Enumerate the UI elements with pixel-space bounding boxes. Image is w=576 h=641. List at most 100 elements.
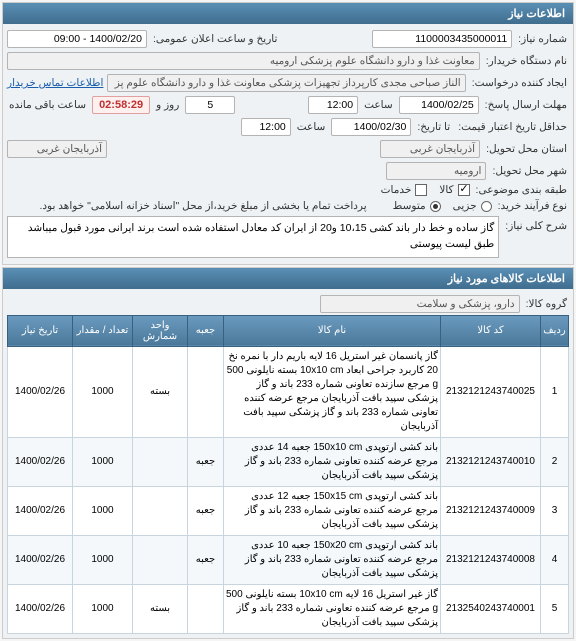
col-idx: ردیف (541, 315, 569, 346)
medium-radio[interactable] (430, 201, 441, 212)
cell-date: 1400/02/26 (8, 437, 73, 486)
cell-qty: 1000 (73, 584, 133, 633)
cell-name: گاز پانسمان غیر استریل 16 لایه باریم دار… (224, 346, 441, 437)
kala-checkbox[interactable] (458, 184, 470, 196)
delivery-state-value: آذربایجان غربی (380, 140, 480, 158)
cell-box (188, 346, 224, 437)
cell-idx: 4 (541, 535, 569, 584)
table-row[interactable]: 42132121243740008باند کشی ارتوپدی 150x20… (8, 535, 569, 584)
delivery-city2-value: آذربایجان غربی (7, 140, 107, 158)
until-date-label: تا تاریخ: (415, 121, 452, 133)
cell-unit (133, 535, 188, 584)
need-info-body: شماره نیاز: 1100003435000011 تاریخ و ساع… (3, 24, 573, 264)
cell-box: جعبه (188, 535, 224, 584)
hour-label-1: ساعت (362, 99, 395, 111)
cell-unit: بسته (133, 346, 188, 437)
col-box: جعبه (188, 315, 224, 346)
buyer-contact-link[interactable]: اطلاعات تماس خریدار (7, 77, 103, 89)
announce-dt-value: 1400/02/20 - 09:00 (7, 30, 147, 48)
delivery-city-value: ارومیه (386, 162, 486, 180)
col-name: نام کالا (224, 315, 441, 346)
small-radio[interactable] (481, 201, 492, 212)
cell-name: باند کشی ارتوپدی 150x15 cm جعبه 12 عددی … (224, 486, 441, 535)
cell-idx: 1 (541, 346, 569, 437)
goods-info-header: اطلاعات کالاهای مورد نیاز (3, 268, 573, 289)
cell-name: باند کشی ارتوپدی 150x10 cm جعبه 14 عددی … (224, 437, 441, 486)
goods-info-panel: اطلاعات کالاهای مورد نیاز گروه کالا: دار… (2, 267, 574, 639)
col-date: تاریخ نیاز (8, 315, 73, 346)
table-row[interactable]: 22132121243740010باند کشی ارتوپدی 150x10… (8, 437, 569, 486)
need-info-panel: اطلاعات نیاز شماره نیاز: 110000343500001… (2, 2, 574, 265)
creator-value: الناز صباحی مجدی کارپرداز تجهیزات پزشکی … (107, 74, 465, 92)
cell-date: 1400/02/26 (8, 535, 73, 584)
col-qty: تعداد / مقدار (73, 315, 133, 346)
cell-qty: 1000 (73, 535, 133, 584)
price-validity-label: حداقل تاریخ اعتبار قیمت: (456, 121, 569, 133)
cell-date: 1400/02/26 (8, 584, 73, 633)
cell-code: 2132121243740010 (441, 437, 541, 486)
cell-qty: 1000 (73, 437, 133, 486)
announce-dt-label: تاریخ و ساعت اعلان عمومی: (151, 33, 279, 45)
cell-unit: بسته (133, 584, 188, 633)
packaging-label: طبقه بندی موضوعی: (474, 184, 569, 196)
cell-date: 1400/02/26 (8, 346, 73, 437)
goods-table: ردیف کد کالا نام کالا جعبه واحد شمارش تع… (7, 315, 569, 634)
small-radio-label: جزیی (451, 200, 479, 212)
cell-box: جعبه (188, 486, 224, 535)
cell-name: باند کشی ارتوپدی 150x20 cm جعبه 10 عددی … (224, 535, 441, 584)
kala-check-label: کالا (437, 184, 455, 196)
cell-unit (133, 486, 188, 535)
need-desc-label: شرح کلی نیاز: (503, 216, 569, 232)
cell-code: 2132121243740008 (441, 535, 541, 584)
cell-code: 2132121243740025 (441, 346, 541, 437)
goods-table-wrap: ردیف کد کالا نام کالا جعبه واحد شمارش تع… (7, 315, 569, 634)
cell-idx: 3 (541, 486, 569, 535)
khadamat-check-label: خدمات (379, 184, 414, 196)
countdown-value: 02:58:29 (92, 96, 150, 114)
days-suffix: روز و (154, 99, 181, 111)
need-desc-value: گاز ساده و خط دار باند کشی 10،15 و20 از … (7, 216, 499, 258)
delivery-state-label: استان محل تحویل: (484, 143, 569, 155)
response-deadline-label: مهلت ارسال پاسخ: (483, 99, 569, 111)
response-date-value: 1400/02/25 (399, 96, 479, 114)
need-info-header: اطلاعات نیاز (3, 3, 573, 24)
buy-process-label: نوع فرآیند خرید: (496, 200, 569, 212)
cell-box: جعبه (188, 437, 224, 486)
hour-label-2: ساعت (295, 121, 328, 133)
response-hour-value: 12:00 (308, 96, 358, 114)
cell-code: 2132121243740009 (441, 486, 541, 535)
table-row[interactable]: 32132121243740009باند کشی ارتوپدی 150x15… (8, 486, 569, 535)
creator-label: ایجاد کننده درخواست: (470, 77, 569, 89)
cell-unit (133, 437, 188, 486)
small-radio-group[interactable]: جزیی (451, 200, 492, 212)
time-suffix: ساعت باقی مانده (7, 99, 88, 111)
buyer-org-value: معاونت غذا و دارو دانشگاه علوم پزشکی ارو… (7, 52, 480, 70)
khadamat-check-group[interactable]: خدمات (379, 184, 428, 196)
delivery-city-label: شهر محل تحویل: (490, 165, 569, 177)
col-code: کد کالا (441, 315, 541, 346)
table-row[interactable]: 12132121243740025گاز پانسمان غیر استریل … (8, 346, 569, 437)
cell-idx: 5 (541, 584, 569, 633)
price-validity-date: 1400/02/30 (331, 118, 411, 136)
price-validity-hour: 12:00 (241, 118, 291, 136)
payment-note: پرداخت تمام یا بخشی از مبلغ خرید،از محل … (7, 200, 369, 212)
kala-check-group[interactable]: کالا (437, 184, 469, 196)
need-number-value: 1100003435000011 (372, 30, 512, 48)
goods-group-label: گروه کالا: (524, 298, 569, 310)
cell-name: گاز غیر استریل 16 لایه 10x10 cm بسته نای… (224, 584, 441, 633)
medium-radio-group[interactable]: متوسط (391, 200, 441, 212)
khadamat-checkbox[interactable] (415, 184, 427, 196)
goods-info-body: گروه کالا: دارو، پزشکی و سلامت ردیف کد ک… (3, 289, 573, 638)
goods-tbody: 12132121243740025گاز پانسمان غیر استریل … (8, 346, 569, 633)
goods-thead: ردیف کد کالا نام کالا جعبه واحد شمارش تع… (8, 315, 569, 346)
cell-date: 1400/02/26 (8, 486, 73, 535)
cell-idx: 2 (541, 437, 569, 486)
cell-qty: 1000 (73, 486, 133, 535)
buyer-org-label: نام دستگاه خریدار: (484, 55, 569, 67)
medium-radio-label: متوسط (391, 200, 428, 212)
cell-qty: 1000 (73, 346, 133, 437)
cell-code: 2132540243740001 (441, 584, 541, 633)
table-row[interactable]: 52132540243740001گاز غیر استریل 16 لایه … (8, 584, 569, 633)
goods-group-value: دارو، پزشکی و سلامت (320, 295, 520, 313)
cell-box (188, 584, 224, 633)
